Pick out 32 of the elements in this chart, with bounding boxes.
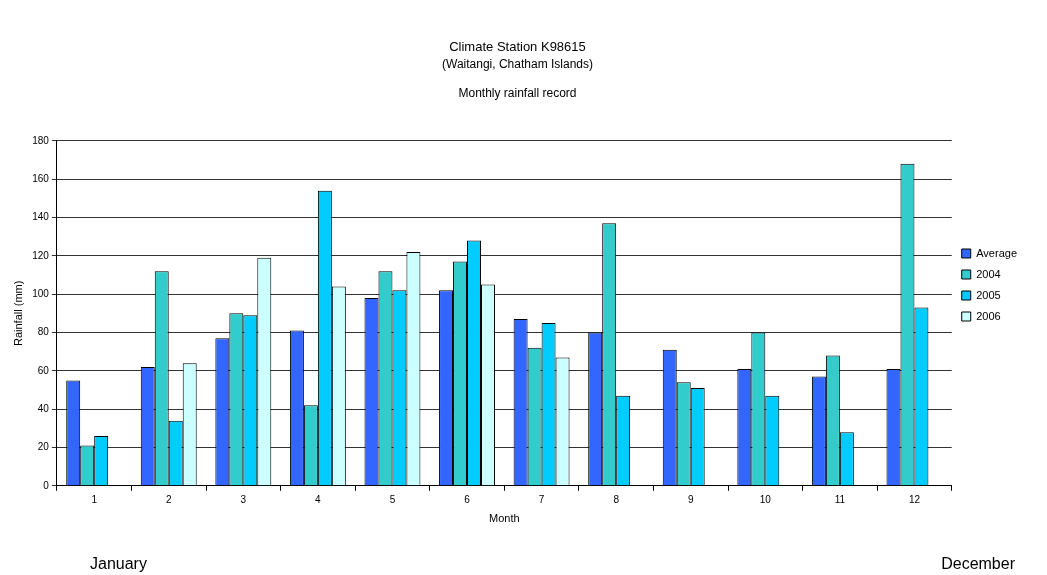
legend-label: Average xyxy=(976,246,1018,259)
x-tick-label: 5 xyxy=(389,493,396,505)
chart-title: Climate Station K98615 xyxy=(449,39,586,55)
x-tick-label: 7 xyxy=(538,493,545,505)
legend-label: 2005 xyxy=(976,288,1001,301)
x-tick-label: 4 xyxy=(315,493,322,505)
y-tick-label: 180 xyxy=(32,134,50,146)
text: (Waitangi, Chatham Islands) Monthly rainfall record xyxy=(442,57,593,100)
x-tick-label: 1 xyxy=(91,493,98,505)
x-tick-label: 3 xyxy=(240,493,247,505)
text: January xyxy=(90,555,147,573)
legend-label: 2004 xyxy=(976,267,1001,280)
x-tick-label: 8 xyxy=(613,493,620,505)
y-tick-label: 20 xyxy=(37,441,50,453)
x-tick-label: 9 xyxy=(687,493,694,505)
y-tick-label: 140 xyxy=(32,211,50,223)
y-tick-label: 60 xyxy=(37,364,50,376)
text: December xyxy=(941,555,1015,573)
x-axis-title: Month xyxy=(489,512,520,525)
y-tick-label: 100 xyxy=(32,287,50,299)
y-tick-label: 0 xyxy=(43,479,50,491)
y-axis-title: Rainfall (mm) xyxy=(11,280,24,346)
y-tick-label: 160 xyxy=(32,172,50,184)
x-tick-label: 12 xyxy=(908,493,921,505)
x-tick-label: 2 xyxy=(165,493,172,505)
y-tick-label: 120 xyxy=(32,249,50,261)
x-tick-label: 11 xyxy=(834,493,846,505)
x-tick-label: 10 xyxy=(759,493,772,505)
y-tick-label: 80 xyxy=(37,326,50,338)
legend-label: 2006 xyxy=(976,309,1001,322)
y-tick-label: 40 xyxy=(37,402,50,414)
x-tick-label: 6 xyxy=(464,493,471,505)
